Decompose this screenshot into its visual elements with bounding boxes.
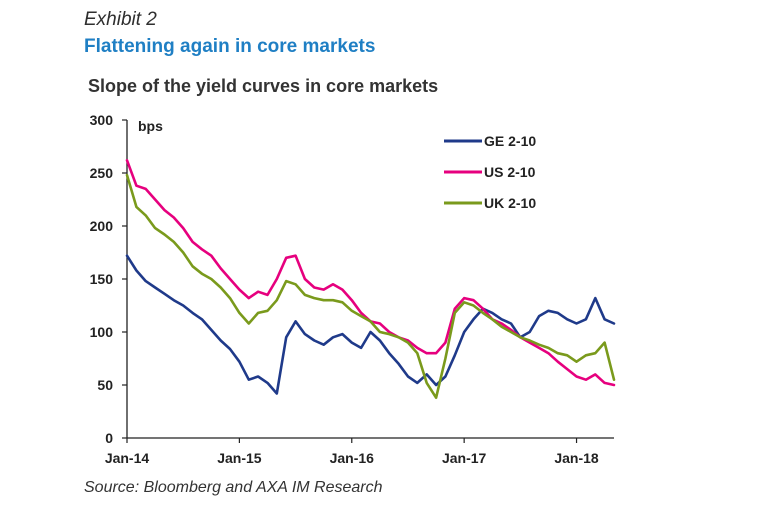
series-line-uk-2-10: [125, 173, 616, 400]
y-tick-label: 0: [105, 430, 113, 446]
exhibit-label: Exhibit 2: [84, 9, 157, 30]
x-axis-tick-labels: Jan-14 Jan-15 Jan-16 Jan-17 Jan-18: [105, 450, 599, 466]
y-tick-label: 150: [90, 271, 114, 287]
x-tick-label: Jan-15: [217, 450, 262, 466]
y-tick-label: 100: [90, 324, 114, 340]
y-tick-label: 200: [90, 218, 114, 234]
legend-label: GE 2-10: [484, 133, 536, 149]
page-title: Flattening again in core markets: [84, 36, 376, 57]
x-tick-label: Jan-17: [442, 450, 487, 466]
legend-label: UK 2-10: [484, 195, 536, 211]
series-line-ge-2-10: [125, 254, 616, 395]
source-note: Source: Bloomberg and AXA IM Research: [84, 479, 383, 496]
x-tick-label: Jan-14: [105, 450, 150, 466]
legend-label: US 2-10: [484, 164, 536, 180]
y-tick-label: 250: [90, 165, 114, 181]
chart-axes: [122, 119, 614, 443]
x-tick-label: Jan-18: [554, 450, 599, 466]
chart-legend: GE 2-10 US 2-10 UK 2-10: [444, 133, 536, 211]
y-tick-label: 50: [97, 377, 113, 393]
y-axis-tick-labels: 0 50 100 150 200 250 300: [90, 112, 114, 446]
chart-title: Slope of the yield curves in core market…: [88, 76, 439, 96]
series-lines: [125, 159, 616, 400]
x-tick-label: Jan-16: [330, 450, 375, 466]
y-tick-label: 300: [90, 112, 114, 128]
y-axis-unit-label: bps: [138, 118, 163, 134]
